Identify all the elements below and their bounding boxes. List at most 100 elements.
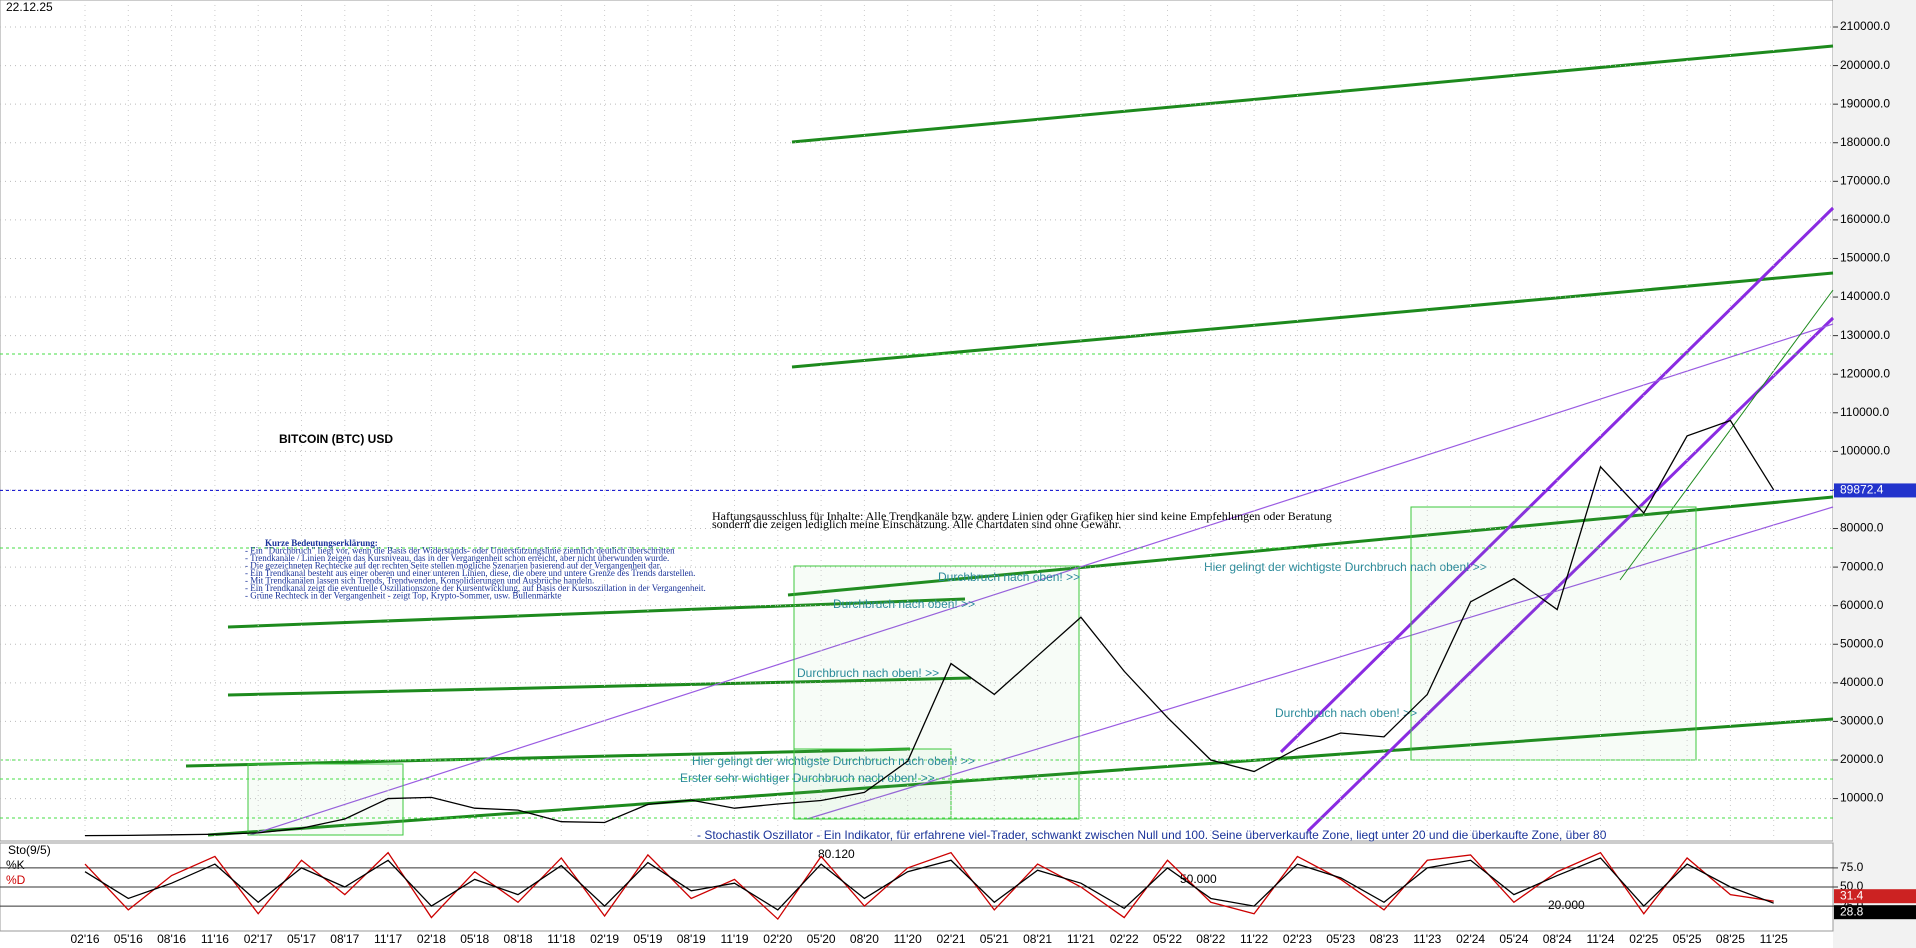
y-tick-label: 120000.0 (1840, 366, 1890, 380)
trend-line (227, 676, 972, 697)
legend-text: Kurze Bedeutungserklärung:- Ein "Durchbr… (245, 538, 706, 601)
y-tick-label: 50000.0 (1840, 636, 1884, 650)
disclaimer: Haftungsausschluss für Inhalte: Alle Tre… (712, 509, 1332, 523)
trend-line (227, 597, 966, 629)
x-tick-label: 08'17 (330, 932, 359, 946)
x-tick-label: 02'18 (417, 932, 446, 946)
axis-area (1833, 0, 1916, 948)
x-tick-label: 02'23 (1283, 932, 1312, 946)
trend-line (791, 44, 1834, 144)
x-tick-label: 11'20 (894, 932, 922, 946)
y-tick-label: 210000.0 (1840, 19, 1890, 33)
annotation: Durchbruch nach oben! >> (797, 666, 939, 680)
x-tick-label: 08'23 (1370, 932, 1399, 946)
channel-line (806, 506, 1834, 820)
y-tick-label: 10000.0 (1840, 791, 1884, 805)
disclaimer: sondern die zeigen lediglich meine Einsc… (712, 517, 1121, 531)
x-tick-label: 11'22 (1240, 932, 1268, 946)
x-tick-label: 08'22 (1196, 932, 1225, 946)
x-tick-label: 05'17 (287, 932, 316, 946)
stochastic-note: - Stochastik Oszillator - Ein Indikator,… (697, 828, 1607, 842)
x-tick-label: 05'22 (1153, 932, 1182, 946)
x-tick-label: 02'24 (1456, 932, 1485, 946)
channel-line (249, 323, 1834, 836)
trend-lines (185, 44, 1835, 837)
legend-line: - Die gezeichneten Rechtecke auf der rec… (245, 561, 661, 571)
y-tick-label: 75.0 (1840, 860, 1864, 874)
x-tick-label: 05'16 (114, 932, 143, 946)
x-tick-label: 02'22 (1110, 932, 1139, 946)
y-tick-label: 100000.0 (1840, 444, 1890, 458)
annotation: Durchbruch nach oben! >> (833, 597, 975, 611)
x-tick-label: 02'20 (763, 932, 792, 946)
y-tick-label: 160000.0 (1840, 212, 1890, 226)
legend-line: - Trendkanäle / Linien zeigen das Kursni… (245, 553, 669, 563)
scenario-box (793, 748, 952, 820)
x-tick-label: 05'18 (460, 932, 489, 946)
price-label: 89872.4 (1840, 483, 1884, 497)
annotation: Erster sehr wichtiger Durchbruch nach ob… (680, 771, 935, 785)
x-tick-label: 02'17 (244, 932, 273, 946)
x-tick-label: 08'25 (1716, 932, 1745, 946)
legend-line: - Ein Trendkanal zeigt die eventuelle Os… (245, 583, 706, 593)
series-line (84, 857, 1774, 911)
series-line (84, 419, 1775, 837)
y-tick-label: 140000.0 (1840, 289, 1890, 303)
chart-title: BITCOIN (BTC) USD (279, 432, 393, 446)
indicator-title: Sto(9/5) (8, 843, 51, 857)
trend-line (787, 495, 1834, 597)
x-tick-label: 11'17 (374, 932, 402, 946)
value-box (1834, 905, 1916, 920)
y-tick-label: 70000.0 (1840, 559, 1884, 573)
x-tick-label: 05'24 (1499, 932, 1528, 946)
channel-line (1306, 316, 1835, 833)
legend-line: - Ein "Durchbruch" liegt vor, wenn die B… (245, 546, 675, 556)
y-tick-label: 40000.0 (1840, 675, 1884, 689)
legend-line: - Grüne Rechteck in der Vergangenheit - … (245, 591, 561, 601)
x-tick-label: 08'24 (1543, 932, 1572, 946)
trend-line (791, 271, 1834, 369)
y-tick-label: 80000.0 (1840, 521, 1884, 535)
x-tick-label: 02'19 (590, 932, 619, 946)
legend-k: %K (6, 858, 25, 872)
x-tick-label: 11'25 (1760, 932, 1788, 946)
x-tick-label: 02'25 (1629, 932, 1658, 946)
price-box (1834, 483, 1916, 498)
y-tick-label: 30000.0 (1840, 714, 1884, 728)
annotation: Durchbruch nach oben! >> (938, 570, 1080, 584)
x-tick-label: 08'16 (157, 932, 186, 946)
scenario-box (793, 565, 1080, 820)
x-tick-label: 08'20 (850, 932, 879, 946)
x-tick-label: 11'21 (1067, 932, 1095, 946)
annotation: Durchbruch nach oben! >> (1275, 706, 1417, 720)
x-tick-label: 11'24 (1586, 932, 1614, 946)
x-tick-label: 02'21 (937, 932, 966, 946)
y-tick-label: 200000.0 (1840, 58, 1890, 72)
y-tick-label: 180000.0 (1840, 135, 1890, 149)
scenario-box (247, 763, 404, 836)
x-tick-label: 08'21 (1023, 932, 1052, 946)
x-tick-label: 11'19 (720, 932, 748, 946)
y-tick-label: 20000.0 (1840, 752, 1884, 766)
legend-line: Kurze Bedeutungserklärung: (265, 538, 378, 548)
y-tick-label: 190000.0 (1840, 96, 1890, 110)
y-tick-label: 110000.0 (1840, 405, 1889, 419)
y-tick-label: 130000.0 (1840, 328, 1890, 342)
level-label: 80.120 (818, 847, 855, 861)
x-tick-label: 05'21 (980, 932, 1009, 946)
date-label: 22.12.25 (6, 0, 53, 14)
x-tick-label: 05'23 (1326, 932, 1355, 946)
legend-line: - Mit Trendkanälen lassen sich Trends, T… (245, 576, 594, 586)
price-panel (0, 0, 1834, 842)
trend-line (185, 747, 911, 768)
x-tick-label: 08'18 (504, 932, 533, 946)
y-tick-label: 150000.0 (1840, 251, 1890, 265)
x-tick-label: 05'25 (1673, 932, 1702, 946)
x-tick-label: 05'20 (807, 932, 836, 946)
x-tick-label: 02'16 (71, 932, 100, 946)
x-tick-label: 11'16 (201, 932, 229, 946)
level-label: 20.000 (1548, 898, 1585, 912)
legend-line: - Ein Trendkanal besteht aus einer obere… (245, 568, 695, 578)
x-tick-label: 11'23 (1413, 932, 1441, 946)
